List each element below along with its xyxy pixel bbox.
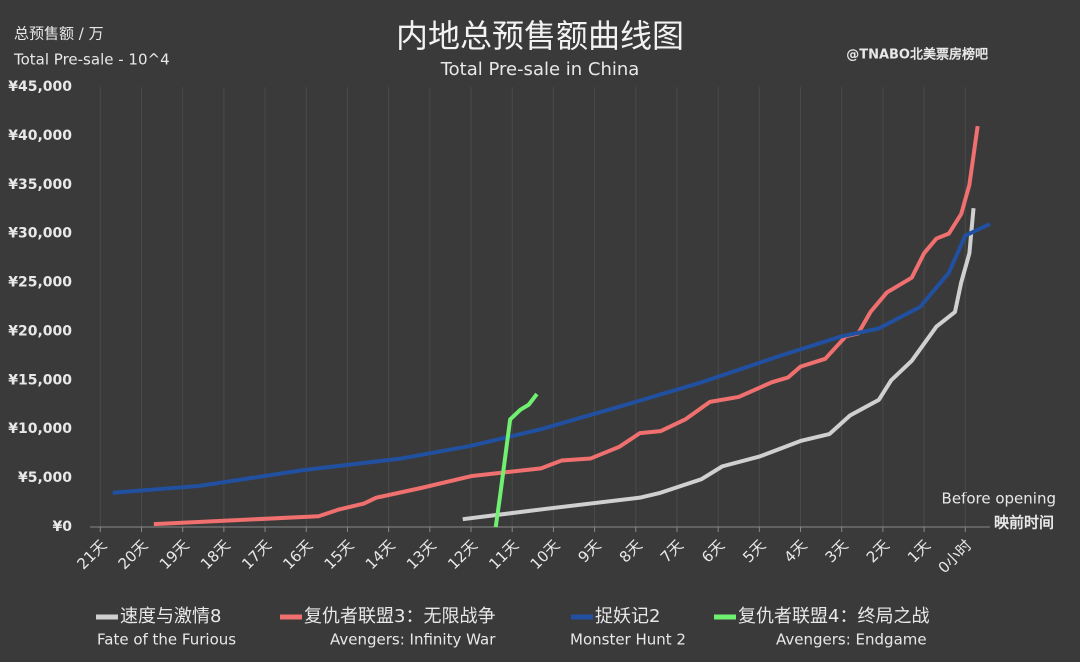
legend-label: 复仇者联盟3：无限战争 bbox=[304, 606, 495, 627]
legend-label: 捉妖记2 bbox=[595, 606, 660, 627]
y-tick-label: ¥25,000 bbox=[8, 275, 72, 291]
series-line bbox=[153, 125, 980, 527]
y-tick-label: ¥35,000 bbox=[8, 177, 72, 193]
y-tick-label: ¥30,000 bbox=[8, 226, 72, 242]
y-axis-label: 总预售额 / 万 bbox=[14, 25, 104, 43]
legend-label-en: Monster Hunt 2 bbox=[570, 631, 686, 649]
series-line bbox=[493, 392, 539, 528]
y-tick-label: ¥45,000 bbox=[8, 79, 72, 95]
legend-label-en: Avengers: Infinity War bbox=[330, 631, 496, 649]
x-axis-label-en: Before opening bbox=[942, 490, 1056, 508]
y-tick-label: ¥15,000 bbox=[8, 372, 72, 388]
legend-label-en: Fate of the Furious bbox=[97, 631, 236, 649]
y-tick-label: ¥10,000 bbox=[8, 421, 72, 437]
watermark: @TNABO北美票房榜吧 bbox=[846, 47, 988, 63]
y-axis-label-en: Total Pre-sale - 10^4 bbox=[13, 51, 170, 69]
legend-label-en: Avengers: Endgame bbox=[776, 631, 927, 649]
y-tick-label: ¥5,000 bbox=[18, 470, 72, 486]
y-tick-label: ¥0 bbox=[53, 519, 73, 535]
series-line bbox=[462, 208, 976, 522]
x-axis-label: 映前时间 bbox=[994, 514, 1054, 532]
legend-label: 速度与激情8 bbox=[120, 606, 221, 627]
y-tick-label: ¥40,000 bbox=[8, 128, 72, 144]
series-line bbox=[112, 222, 991, 495]
chart-subtitle: Total Pre-sale in China bbox=[440, 59, 640, 80]
y-tick-label: ¥20,000 bbox=[8, 323, 72, 339]
chart-title: 内地总预售额曲线图 bbox=[396, 17, 684, 55]
legend-label: 复仇者联盟4：终局之战 bbox=[738, 606, 929, 627]
